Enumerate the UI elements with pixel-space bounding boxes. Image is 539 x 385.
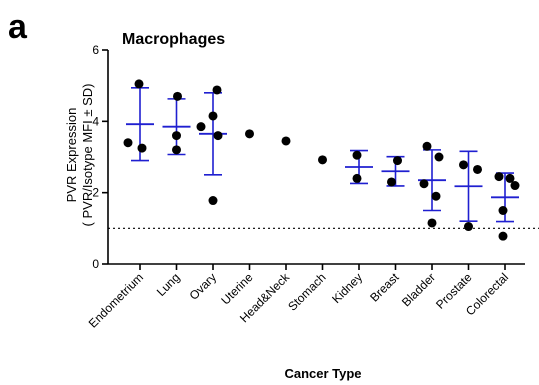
data-point	[434, 152, 444, 162]
data-point	[498, 206, 508, 215]
data-point	[352, 150, 362, 160]
data-point	[318, 155, 327, 165]
data-point	[172, 131, 181, 141]
data-point	[212, 85, 222, 95]
data-point	[498, 231, 508, 241]
category-label: Ovary	[187, 270, 220, 303]
data-point	[387, 177, 396, 187]
data-point	[352, 173, 362, 183]
data-point	[393, 156, 402, 166]
category-label: Lung	[154, 270, 183, 299]
x-axis-title: Cancer Type	[284, 366, 361, 381]
data-point	[419, 179, 429, 189]
data-point	[208, 196, 218, 206]
data-point	[134, 79, 144, 89]
category-label: Endometrium	[86, 270, 146, 330]
data-point	[510, 181, 520, 191]
data-point	[245, 129, 254, 139]
category-label: Breast	[367, 270, 402, 305]
data-point	[494, 172, 504, 182]
data-point	[427, 218, 437, 228]
y-axis-label-line2: ( PVR/Isotype MFI ± SD)	[80, 84, 95, 227]
category-label: Kidney	[329, 270, 365, 306]
error-bars	[126, 87, 519, 223]
category-labels: Endometrium Lung Ovary UterineHead&NeckStom…	[86, 270, 511, 331]
data-point	[464, 222, 473, 232]
y-axis-title: PVR Expression ( PVR/Isotype MFI ± SD)	[64, 84, 95, 227]
data-points	[123, 79, 520, 241]
panel-letter: a	[8, 8, 28, 46]
category-label: Bladder	[399, 270, 438, 309]
y-axis-label-line1: PVR Expression	[64, 108, 79, 203]
data-point	[196, 122, 206, 132]
axes: 0 2 4 6	[92, 43, 525, 271]
data-point	[137, 143, 147, 153]
data-point	[281, 136, 291, 146]
data-point	[459, 160, 468, 170]
data-point	[422, 141, 432, 151]
category-label: Stomach	[285, 270, 328, 313]
y-tick-label: 0	[92, 257, 99, 271]
data-point	[431, 191, 441, 201]
y-tick-label: 4	[92, 114, 99, 128]
data-point	[172, 145, 181, 155]
data-point	[505, 173, 515, 183]
chart-title: Macrophages	[122, 31, 225, 48]
data-point	[213, 131, 223, 141]
y-tick-label: 6	[92, 43, 99, 57]
data-point	[123, 138, 133, 148]
y-tick-label: 2	[92, 186, 99, 200]
data-point	[473, 164, 482, 174]
data-point	[173, 91, 182, 101]
data-point	[208, 111, 218, 121]
